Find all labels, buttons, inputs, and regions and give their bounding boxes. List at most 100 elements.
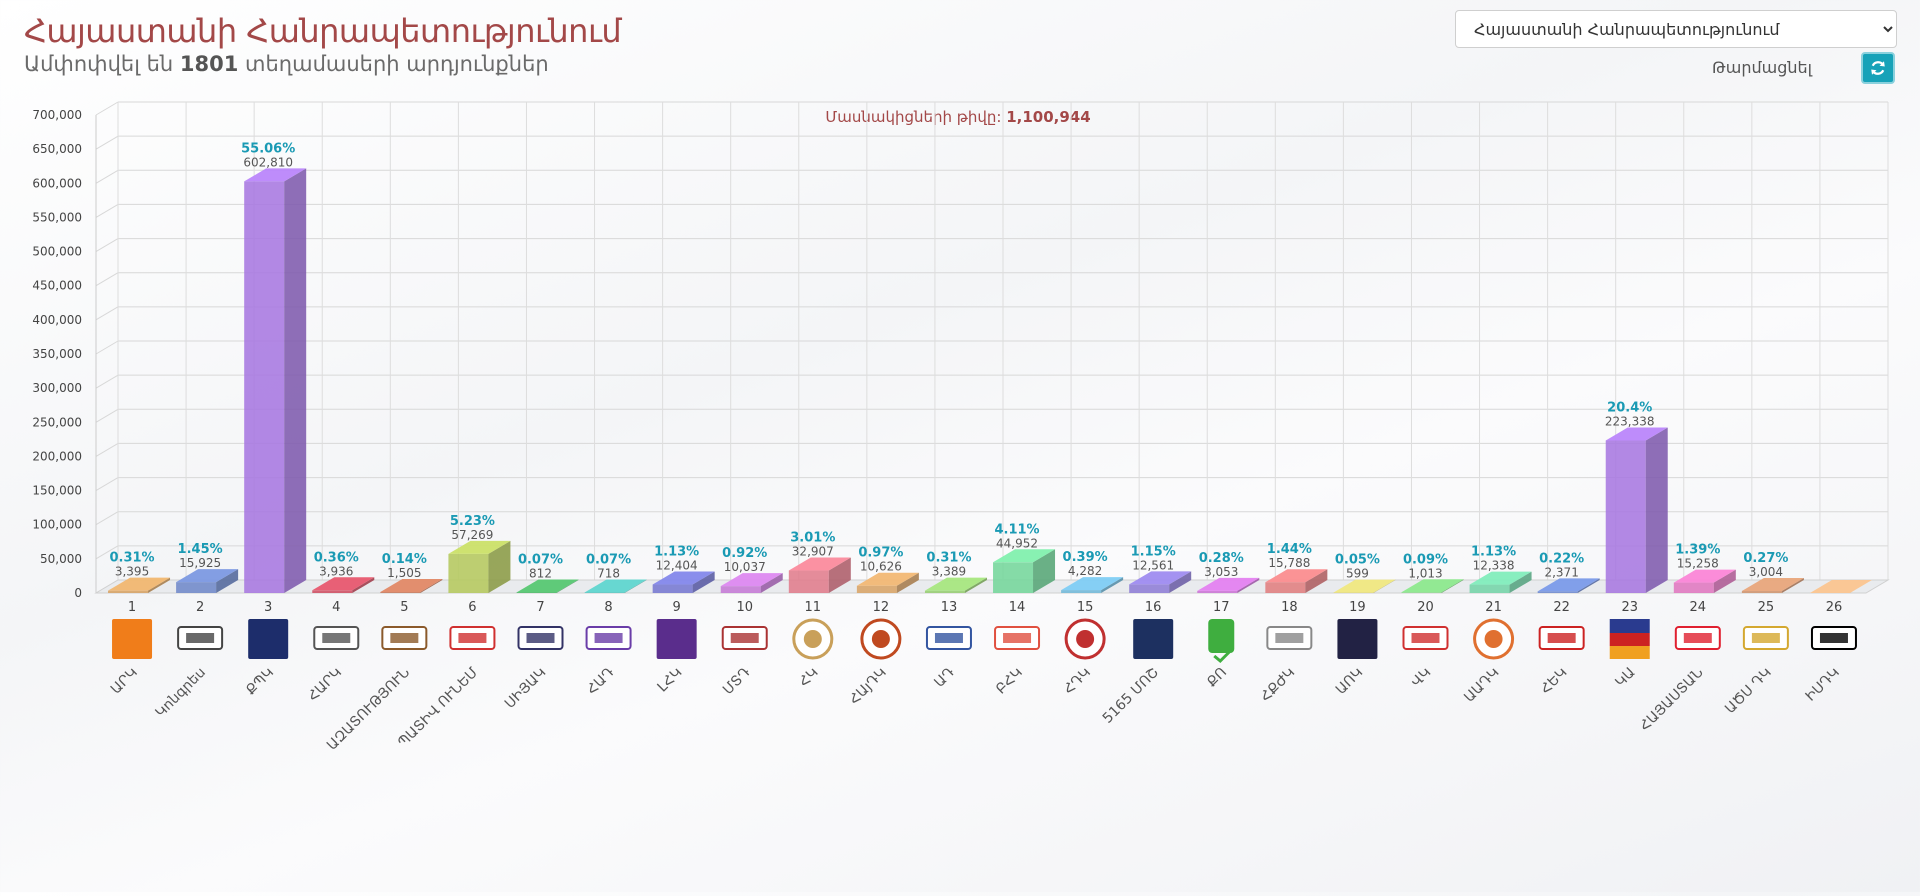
logo-mark — [731, 633, 759, 643]
value-label: 10,626 — [860, 560, 902, 574]
party-name: ՎԿ — [1408, 665, 1434, 691]
logo-mark — [1548, 633, 1576, 643]
party-name: ՀԱյԴԿ — [846, 665, 889, 708]
bar-front — [1129, 584, 1169, 593]
data-labels: 0.31%3,3951.45%15,92555.06%602,8100.36%3… — [109, 141, 1788, 580]
category-number: 22 — [1553, 600, 1570, 615]
bar-front — [176, 582, 216, 593]
party-logo — [1475, 620, 1513, 658]
bar-front — [517, 592, 557, 593]
party-logo — [1676, 627, 1720, 649]
logo-mark — [1003, 633, 1031, 643]
party-logo — [794, 620, 832, 658]
value-label: 602,810 — [243, 155, 293, 169]
party-name: ԱԴ — [931, 664, 958, 691]
percent-label: 1.39% — [1675, 543, 1720, 558]
percent-label: 0.36% — [314, 550, 359, 565]
party-logo — [927, 627, 971, 649]
party-logo — [587, 627, 631, 649]
y-tick-label: 550,000 — [32, 210, 82, 224]
logo-mark — [1412, 633, 1440, 643]
y-tick-label: 250,000 — [32, 415, 82, 429]
percent-label: 0.09% — [1403, 552, 1448, 567]
y-tick-label: 450,000 — [32, 279, 82, 293]
category-number: 17 — [1213, 600, 1230, 615]
party-logo — [519, 627, 563, 649]
party-logo — [450, 627, 494, 649]
bar-23 — [1606, 427, 1668, 593]
category-number: 2 — [196, 600, 204, 615]
party-logo — [723, 627, 767, 649]
subtitle-suffix: տեղամասերի արդյունքներ — [245, 52, 549, 76]
gridline-side — [96, 409, 118, 422]
logo-core — [804, 630, 822, 648]
party-name: ԱՈԿ — [1333, 665, 1366, 698]
category-number: 11 — [805, 600, 822, 615]
party-logo — [1267, 627, 1311, 649]
logo-band — [1610, 646, 1650, 659]
bar-front — [1742, 591, 1782, 593]
category-number: 4 — [332, 600, 340, 615]
party-name: ԱԾՍ ԴԿ — [1722, 665, 1775, 718]
party-name: ՄՏԴ — [720, 664, 754, 698]
value-label: 1,013 — [1408, 566, 1442, 580]
percent-label: 0.92% — [722, 546, 767, 561]
logo-mark — [1684, 633, 1712, 643]
logo-check — [1214, 652, 1229, 661]
y-tick-label: 350,000 — [32, 347, 82, 361]
party-name: ԿԱ — [1612, 665, 1638, 691]
logo-tile — [248, 619, 288, 659]
value-label: 3,936 — [319, 564, 353, 578]
logo-mark — [458, 633, 486, 643]
party-name: ՀԱՅԱՍՏԱՆ — [1637, 665, 1707, 735]
percent-label: 0.07% — [518, 552, 563, 567]
refresh-button[interactable] — [1861, 52, 1895, 84]
percent-label: 1.44% — [1267, 542, 1312, 557]
logo-mark — [1820, 633, 1848, 643]
party-logo — [112, 619, 152, 659]
value-label: 718 — [597, 567, 620, 581]
percent-label: 1.45% — [178, 542, 223, 557]
category-labels: 1ԱՐԿ2Կոնգրես3ՔՊԿ4ՀԱՐԿ5ԱԶԱՏՈՒԹՅՈՒՆ6ՊԱՏԻՎ … — [108, 600, 1856, 754]
party-logo — [178, 627, 222, 649]
party-logo — [382, 627, 426, 649]
party-name: ԱԱԴԿ — [1461, 665, 1502, 706]
percent-label: 1.13% — [1471, 545, 1516, 560]
bar-side — [1646, 427, 1668, 593]
gridline-side — [96, 341, 118, 354]
gridline-side — [96, 375, 118, 388]
party-logo — [1744, 627, 1788, 649]
bar-front — [721, 586, 761, 593]
subtitle-count: 1801 — [180, 52, 238, 76]
logo-core — [872, 630, 890, 648]
value-label: 3,053 — [1204, 565, 1238, 579]
party-name: ԲՀԿ — [993, 665, 1026, 698]
logo-band — [1610, 619, 1650, 633]
gridline-side — [96, 307, 118, 320]
bar-3 — [244, 168, 306, 593]
percent-label: 55.06% — [241, 141, 295, 156]
party-name: ՀԿ — [796, 665, 822, 691]
percent-label: 0.07% — [586, 553, 631, 568]
page-subtitle: Ամփոփվել են 1801 տեղամասերի արդյունքներ — [24, 52, 549, 76]
category-number: 24 — [1690, 600, 1707, 615]
party-name: ՀԱԴ — [584, 664, 618, 698]
percent-label: 0.31% — [926, 551, 971, 566]
bar-front — [448, 554, 488, 593]
value-label: 15,925 — [179, 556, 221, 570]
region-select[interactable]: Հայաստանի Հանրապետությունում — [1455, 10, 1897, 48]
gridline-side — [96, 239, 118, 252]
party-logo — [995, 627, 1039, 649]
value-label: 812 — [529, 566, 552, 580]
category-number: 3 — [264, 600, 272, 615]
value-label: 223,338 — [1605, 414, 1655, 428]
party-name: ՔՈ — [1204, 665, 1230, 691]
logo-tile — [112, 619, 152, 659]
refresh-icon — [1869, 59, 1887, 77]
y-tick-label: 600,000 — [32, 176, 82, 190]
logo-mark — [186, 633, 214, 643]
bar-front — [1402, 592, 1442, 593]
party-name: ՀԴԿ — [1061, 665, 1094, 698]
percent-label: 4.11% — [994, 522, 1039, 537]
